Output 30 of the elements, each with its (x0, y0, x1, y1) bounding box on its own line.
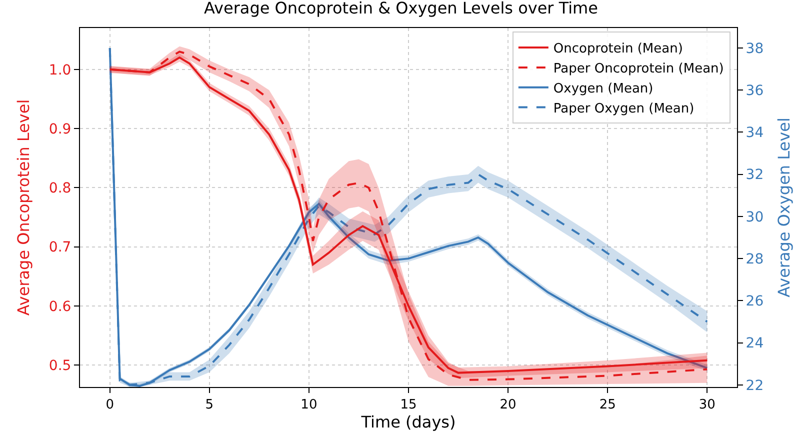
x-tick-label: 15 (400, 398, 417, 413)
legend-label: Oxygen (Mean) (553, 81, 654, 96)
y2-tick-label: 28 (746, 251, 764, 268)
y2-tick-label: 38 (746, 40, 764, 57)
y-tick-label: 0.7 (48, 240, 72, 256)
legend-label: Paper Oncoprotein (Mean) (553, 62, 724, 77)
y2-tick-label: 26 (746, 294, 764, 310)
x-axis-title: Time (days) (360, 412, 456, 432)
y-tick-label: 1.0 (48, 62, 72, 78)
x-tick-label: 20 (500, 398, 516, 413)
y-tick-label: 0.9 (48, 121, 72, 138)
y2-tick-label: 34 (746, 125, 764, 142)
y2-tick-label: 24 (746, 336, 764, 352)
y-tick-label: 0.8 (48, 180, 72, 197)
x-tick-label: 25 (599, 398, 616, 413)
y-axis-title: Average Oncoprotein Level (14, 99, 33, 316)
y-tick-label: 0.6 (48, 298, 72, 315)
chart-title: Average Oncoprotein & Oxygen Levels over Time (204, 0, 598, 18)
x-tick-label: 30 (698, 398, 716, 413)
legend-label: Oncoprotein (Mean) (553, 42, 683, 57)
legend-label: Paper Oxygen (Mean) (553, 101, 694, 116)
y2-tick-label: 22 (746, 378, 764, 394)
x-tick-label: 10 (300, 398, 318, 413)
y-tick-label: 0.5 (48, 358, 72, 374)
y2-tick-label: 36 (746, 83, 764, 100)
y2-tick-label: 30 (746, 209, 764, 226)
x-tick-label: 0 (106, 398, 114, 413)
x-tick-label: 5 (205, 398, 214, 413)
y2-axis-title: Average Oxygen Level (774, 118, 794, 298)
y2-tick-label: 32 (746, 167, 764, 184)
